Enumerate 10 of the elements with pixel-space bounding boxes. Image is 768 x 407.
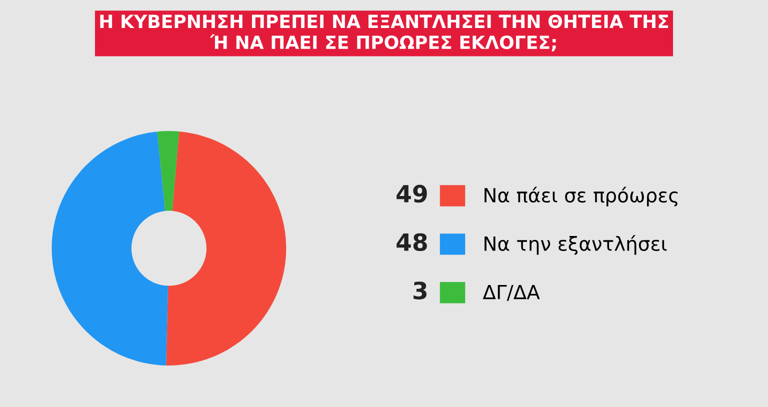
text: 48 [396,233,427,252]
text: 3 [414,282,426,300]
text: 49 [396,184,427,203]
donut-slice [166,132,286,366]
donut-slice [52,132,168,366]
legend-label: Να πάει σε πρόωρες [484,186,678,206]
chart-title: Η ΚΥΒΕΡΝΗΣΗ ΠΡΕΠΕΙ ΝΑ ΕΞΑΝΤΛΗΣΕΙ ΤΗΝ ΘΗΤΕΙΑ ΤΗΣ Ή ΝΑ ΠΑΕΙ ΣΕ ΠΡΟΩΡΕΣ ΕΚΛΟΓΕΣ; [100,14,668,52]
donut-slice [157,131,180,211]
legend-label: ΔΓ/ΔΑ [482,284,540,301]
legend-label: Να την εξαντλήσει [484,235,667,255]
